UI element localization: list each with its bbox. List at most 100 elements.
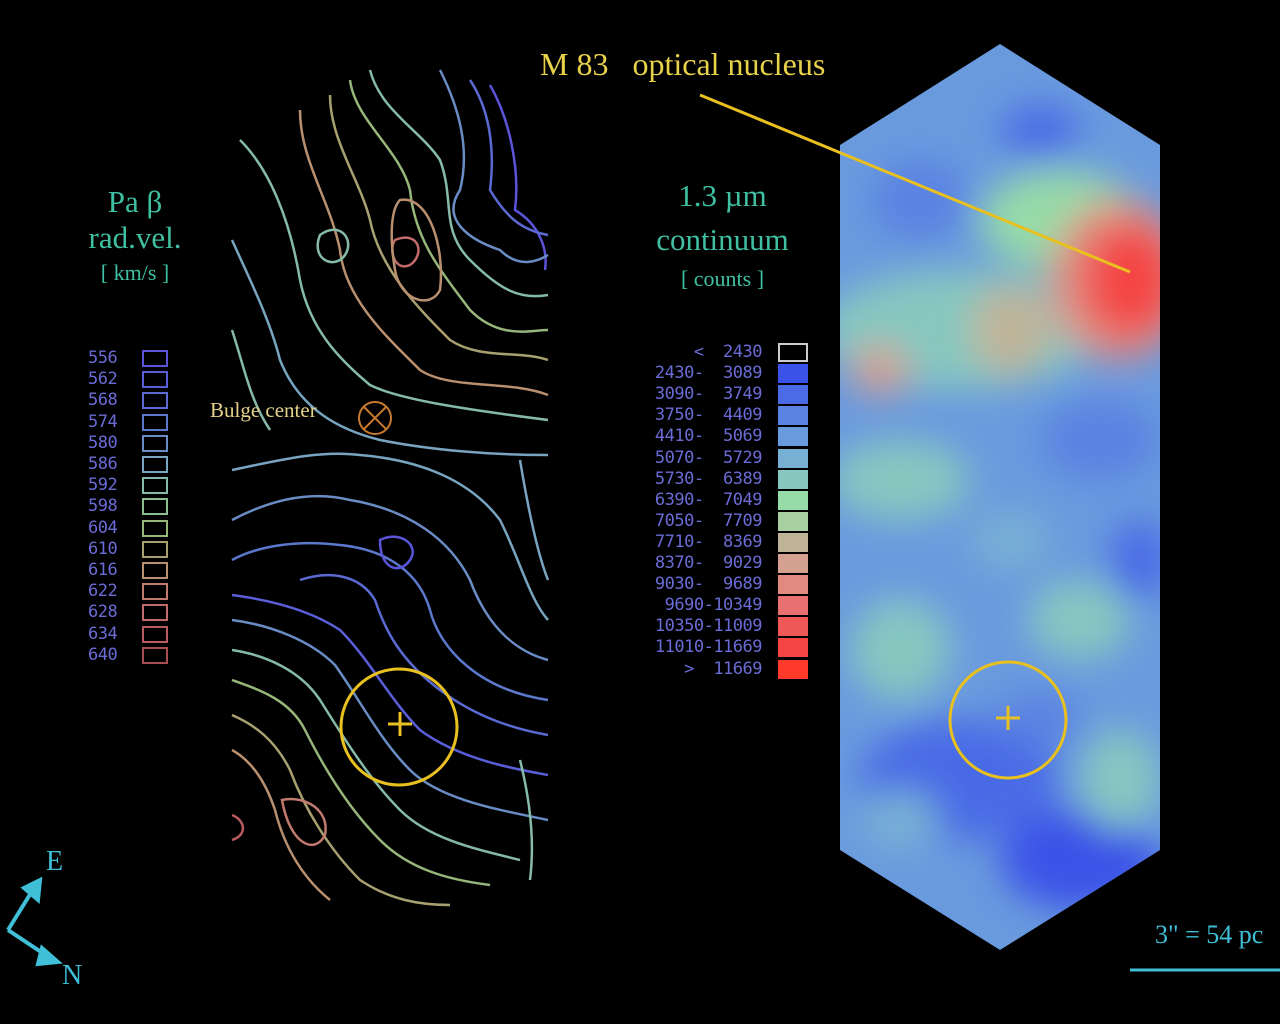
continuum-legend-range: 5070- 5729 (654, 447, 763, 468)
continuum-legend-swatch (778, 638, 808, 658)
continuum-legend-range: 9030- 9689 (654, 574, 763, 595)
continuum-legend-range: 10350-11009 (654, 616, 763, 637)
velocity-legend-row: 622 (80, 581, 180, 602)
compass-north-label: N (62, 960, 83, 991)
velocity-legend-value: 580 (88, 432, 118, 453)
contour-line (231, 593, 549, 777)
velocity-legend-value: 628 (88, 602, 118, 623)
contour-line (518, 759, 534, 881)
velocity-legend-swatch (142, 413, 168, 431)
velocity-legend-value: 604 (88, 517, 118, 538)
velocity-legend-swatch (142, 646, 168, 664)
contour-line (231, 748, 331, 901)
continuum-legend-swatch (778, 469, 808, 489)
velocity-legend-row: 586 (80, 454, 180, 475)
velocity-legend-row: 628 (80, 602, 180, 623)
continuum-legend-swatch (778, 554, 808, 573)
continuum-legend-row: 7710- 8369 (630, 532, 820, 553)
contour-line (280, 797, 327, 847)
velocity-legend-swatch (142, 562, 168, 579)
continuum-legend-swatch (778, 511, 808, 531)
continuum-legend-range: 6390- 7049 (654, 489, 763, 510)
contour-line (390, 198, 443, 302)
continuum-legend-swatch (778, 448, 808, 468)
scale-bar-label: 3" = 54 pc (1155, 920, 1264, 949)
continuum-legend-swatch (778, 659, 808, 679)
velocity-legend-swatch (142, 583, 168, 601)
compass-east-label: E (46, 846, 64, 877)
velocity-legend-row: 604 (80, 518, 180, 539)
continuum-legend-swatch (778, 490, 808, 510)
continuum-legend-range: 3750- 4409 (654, 405, 763, 426)
velocity-legend-row: 640 (80, 645, 180, 666)
velocity-legend-swatch (142, 498, 168, 516)
continuum-legend-swatch (778, 385, 808, 405)
bulge-center-label: Bulge center (210, 398, 317, 422)
contour-line (488, 84, 547, 271)
velocity-legend-swatch (142, 434, 168, 452)
continuum-legend-row: 5730- 6389 (630, 469, 820, 490)
velocity-legend-value: 586 (88, 454, 118, 474)
continuum-legend-row: 3750- 4409 (630, 405, 820, 426)
continuum-legend-swatch (778, 364, 808, 384)
continuum-legend-range: < 2430 (693, 342, 763, 362)
continuum-legend: < 2430 2430- 3089 3090- 3749 3750- 4409 4410… (630, 342, 820, 682)
continuum-legend-swatch (778, 596, 808, 616)
velocity-legend-row: 568 (80, 390, 180, 411)
velocity-legend-row: 610 (80, 539, 180, 560)
velocity-legend-value: 592 (88, 475, 118, 496)
contour-line (299, 573, 549, 737)
velocity-legend-title-line1: Pa β (107, 184, 163, 219)
continuum-legend-range: 2430- 3089 (654, 363, 763, 384)
nucleus-label: M 83 optical nucleus (540, 46, 826, 82)
continuum-legend-range: 11010-11669 (654, 637, 763, 658)
velocity-legend-row: 574 (80, 412, 180, 433)
contour-line (230, 329, 272, 431)
velocity-legend-value: 598 (88, 496, 118, 517)
velocity-legend-value: 574 (88, 411, 118, 432)
continuum-legend-swatch (778, 406, 808, 426)
continuum-legend-range: 9690-10349 (664, 595, 763, 616)
velocity-legend-value: 562 (88, 369, 118, 390)
continuum-legend-row: 11010-11669 (630, 637, 820, 658)
velocity-legend-value: 610 (88, 538, 118, 559)
continuum-legend-row: 7050- 7709 (630, 511, 820, 532)
contour-line (378, 535, 414, 570)
continuum-legend-title-line1: 1.3 µm (678, 178, 767, 213)
velocity-legend-swatch (142, 456, 168, 473)
continuum-legend-swatch (778, 532, 808, 552)
velocity-legend-row: 616 (80, 560, 180, 581)
continuum-legend-title-line2: continuum (656, 222, 789, 257)
velocity-legend-swatch (142, 371, 168, 389)
continuum-legend-row: < 2430 (630, 342, 820, 363)
contour-line (230, 239, 549, 457)
velocity-legend-swatch (142, 392, 168, 410)
contour-line (231, 678, 491, 887)
velocity-legend-row: 580 (80, 433, 180, 454)
velocity-legend-row: 592 (80, 475, 180, 496)
contour-line (298, 109, 549, 397)
velocity-legend-row: 598 (80, 496, 180, 517)
contour-line (231, 452, 549, 621)
continuum-legend-row: 10350-11009 (630, 616, 820, 637)
continuum-legend-row: 8370- 9029 (630, 553, 820, 574)
velocity-legend-row: 634 (80, 624, 180, 645)
continuum-legend-row: 5070- 5729 (630, 448, 820, 469)
continuum-legend-swatch (778, 343, 808, 362)
continuum-legend-range: 7710- 8369 (654, 531, 763, 552)
continuum-legend-row: 3090- 3749 (630, 384, 820, 405)
velocity-legend-swatch (142, 477, 168, 495)
contour-line (231, 713, 451, 907)
contour-line (231, 494, 549, 662)
contour-line (468, 79, 549, 237)
continuum-legend-swatch (778, 575, 808, 595)
velocity-legend-swatch (142, 604, 168, 622)
contour-line (231, 813, 245, 842)
continuum-legend-title: 1.3 µm continuum [ counts ] (635, 174, 810, 296)
velocity-legend-swatch (142, 519, 168, 537)
contour-line (518, 459, 550, 581)
continuum-legend-row: 2430- 3089 (630, 363, 820, 384)
continuum-legend-row: > 11669 (630, 659, 820, 680)
